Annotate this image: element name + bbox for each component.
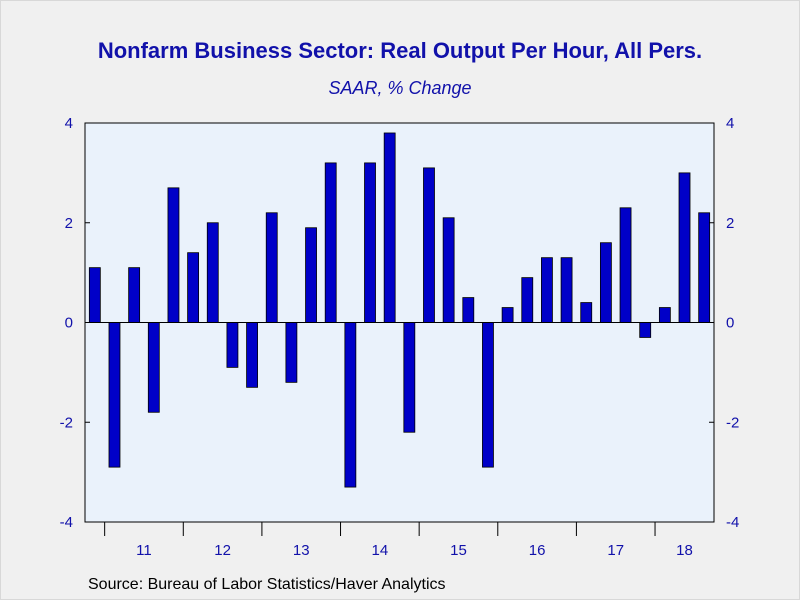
bar-2018Q2 [678, 172, 691, 323]
bar-2016Q3 [541, 257, 553, 323]
bar-2016Q4 [560, 257, 573, 323]
bar-2012Q1 [187, 252, 200, 323]
bar-2017Q1 [580, 302, 593, 323]
x-tick-label: 14 [372, 542, 389, 559]
bar-2014Q1 [344, 322, 357, 488]
x-tick-label: 11 [136, 542, 152, 559]
y-tick-label-right: 2 [726, 215, 734, 232]
bar-2013Q3 [305, 227, 317, 323]
bar-2015Q4 [482, 322, 494, 468]
chart-subtitle: SAAR, % Change [328, 78, 472, 98]
bar-2015Q2 [442, 217, 455, 323]
source-note: Source: Bureau of Labor Statistics/Haver… [88, 576, 446, 593]
y-tick-label-left: -2 [60, 414, 73, 431]
bar-2010Q4 [88, 267, 101, 323]
bar-2011Q4 [167, 187, 180, 323]
bar-2014Q2 [364, 162, 376, 323]
bar-2011Q1 [108, 322, 121, 468]
bar-2014Q4 [403, 322, 416, 433]
bar-2016Q2 [521, 277, 534, 323]
bar-2013Q4 [324, 162, 337, 323]
bar-2015Q3 [462, 297, 475, 323]
x-tick-label: 13 [293, 542, 310, 559]
bar-2012Q3 [226, 322, 239, 368]
bar-2015Q1 [423, 167, 435, 323]
y-tick-label-left: 0 [65, 315, 73, 332]
bar-2011Q3 [147, 322, 160, 413]
y-tick-label-left: 2 [65, 215, 73, 232]
y-tick-label-left: 4 [65, 115, 73, 132]
bar-2012Q2 [206, 222, 219, 323]
bar-2018Q3 [698, 212, 711, 323]
y-tick-label-right: -4 [726, 514, 739, 531]
bar-2012Q4 [246, 322, 258, 388]
bar-2017Q3 [619, 207, 632, 323]
y-tick-label-right: 0 [726, 315, 734, 332]
bar-2014Q3 [383, 132, 396, 323]
bar-2011Q2 [128, 267, 141, 323]
y-tick-label-right: 4 [726, 115, 734, 132]
y-tick-label-left: -4 [60, 514, 73, 531]
y-tick-label-right: -2 [726, 414, 739, 431]
x-tick-label: 15 [450, 542, 467, 559]
bar-2017Q2 [599, 242, 612, 323]
x-tick-label: 16 [529, 542, 546, 559]
bar-2017Q4 [639, 322, 652, 338]
x-tick-label: 18 [676, 542, 693, 559]
bar-2018Q1 [658, 307, 671, 323]
chart-title: Nonfarm Business Sector: Real Output Per… [97, 38, 703, 63]
bar-2013Q1 [265, 212, 278, 323]
bar-2016Q1 [501, 307, 514, 323]
bar-2013Q2 [285, 322, 298, 383]
x-tick-label: 12 [214, 542, 231, 559]
x-tick-label: 17 [607, 542, 624, 559]
